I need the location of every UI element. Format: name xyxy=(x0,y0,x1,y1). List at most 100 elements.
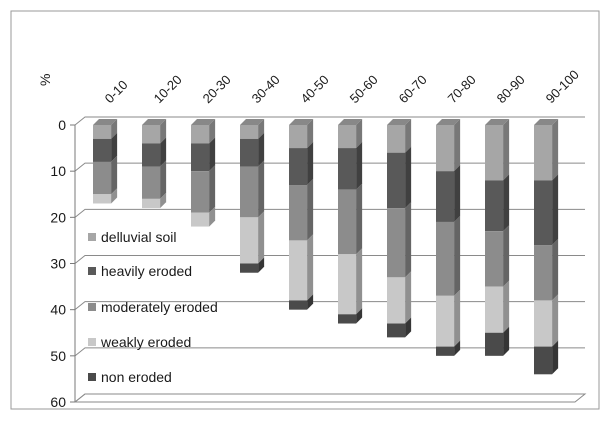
bar-side xyxy=(356,142,363,190)
bar-side xyxy=(405,146,412,209)
bar-front xyxy=(289,148,308,186)
x-category-label: 50-60 xyxy=(347,72,381,106)
bar-side xyxy=(454,289,461,347)
gridlines xyxy=(73,116,587,403)
bar-segment xyxy=(142,192,167,209)
x-category-label: 10-20 xyxy=(151,72,185,106)
bar-side xyxy=(356,119,363,149)
bar-segment xyxy=(387,317,412,338)
bar-side xyxy=(552,340,559,375)
bar-segment xyxy=(387,119,412,153)
bar-segment xyxy=(93,188,118,204)
gridline xyxy=(74,208,585,218)
bar-front xyxy=(240,217,259,264)
bar-side xyxy=(503,280,510,333)
bar-side xyxy=(258,119,265,139)
y-tick-label: 10 xyxy=(50,163,66,179)
x-category-label: 30-40 xyxy=(249,72,283,106)
bar-segment xyxy=(93,132,118,162)
bar-segment xyxy=(289,234,314,301)
y-tick-label: 60 xyxy=(50,394,66,410)
x-axis-category-labels: 0-10 10-20 20-30 30-40 40-50 50-60 60-70 70-80 8… xyxy=(102,67,582,106)
bar-segment xyxy=(289,179,314,241)
y-tick-label: 40 xyxy=(50,302,66,318)
bar-segment xyxy=(436,340,461,356)
bar-side xyxy=(209,119,216,144)
bar-segment xyxy=(485,119,510,181)
bar-segment xyxy=(93,119,118,139)
bar-front xyxy=(142,143,161,167)
bar-segment xyxy=(142,137,167,167)
bar-side xyxy=(307,294,314,310)
gridline xyxy=(74,162,585,172)
bar-side xyxy=(503,326,510,356)
bar-front xyxy=(534,346,553,375)
bar-front xyxy=(289,240,308,301)
bar-segment xyxy=(534,294,559,347)
bar-front xyxy=(142,166,161,199)
bar-side xyxy=(111,132,118,162)
bar-segment xyxy=(240,132,265,167)
x-category-label: 60-70 xyxy=(396,72,430,106)
bar-side xyxy=(258,211,265,264)
bar-side xyxy=(258,257,265,273)
bar-segment xyxy=(289,142,314,186)
bar-front xyxy=(240,125,259,139)
bar-side xyxy=(160,160,167,199)
bar-front xyxy=(191,125,210,144)
bar-side xyxy=(356,248,363,315)
bar-segment xyxy=(534,119,559,181)
bar-front xyxy=(387,152,406,209)
bar-segment xyxy=(436,119,461,172)
bar-front xyxy=(338,125,357,149)
bar-front xyxy=(387,125,406,153)
bar-side xyxy=(356,183,363,255)
bar-front xyxy=(436,171,455,222)
bar-front xyxy=(534,125,553,181)
bar-front xyxy=(240,263,259,273)
bar-front xyxy=(338,148,357,190)
bar-front xyxy=(534,245,553,301)
x-category-label: 40-50 xyxy=(298,72,332,106)
x-category-label: 90-100 xyxy=(543,67,582,106)
bar-side xyxy=(209,137,216,172)
bar-segment xyxy=(240,211,265,264)
bar-front xyxy=(191,143,210,172)
bar-front xyxy=(93,138,112,162)
bar-segment xyxy=(338,119,363,149)
bar-group xyxy=(93,119,559,375)
legend-swatch xyxy=(88,303,96,311)
legend-label: heavily eroded xyxy=(101,263,192,279)
bar-segment xyxy=(485,326,510,356)
bar-front xyxy=(191,212,210,227)
bar-front xyxy=(436,125,455,172)
bar-side xyxy=(503,119,510,181)
bar-segment xyxy=(534,239,559,301)
bar-side xyxy=(454,215,461,296)
bar-front xyxy=(436,346,455,356)
legend: delluvial soil heavily eroded moderately e… xyxy=(88,229,218,385)
bar-front xyxy=(387,323,406,338)
gridline xyxy=(74,393,585,403)
bar-side xyxy=(552,239,559,301)
chart-floor xyxy=(73,393,587,403)
bar-side xyxy=(258,160,265,218)
gridline xyxy=(74,347,585,357)
legend-label: moderately eroded xyxy=(101,299,218,315)
bar-front xyxy=(338,189,357,255)
bar-side xyxy=(405,202,412,278)
bar-side xyxy=(209,206,216,227)
bar-side xyxy=(160,119,167,144)
bar-top xyxy=(240,119,265,125)
bar-segment xyxy=(93,155,118,195)
bar-side xyxy=(160,137,167,167)
bar-front xyxy=(93,125,112,139)
bar-segment xyxy=(387,146,412,209)
bar-side xyxy=(405,317,412,338)
legend-label: delluvial soil xyxy=(101,229,176,245)
bar-side xyxy=(307,119,314,149)
bar-front xyxy=(436,221,455,296)
x-category-label: 0-10 xyxy=(102,77,131,106)
bar-side xyxy=(405,119,412,153)
